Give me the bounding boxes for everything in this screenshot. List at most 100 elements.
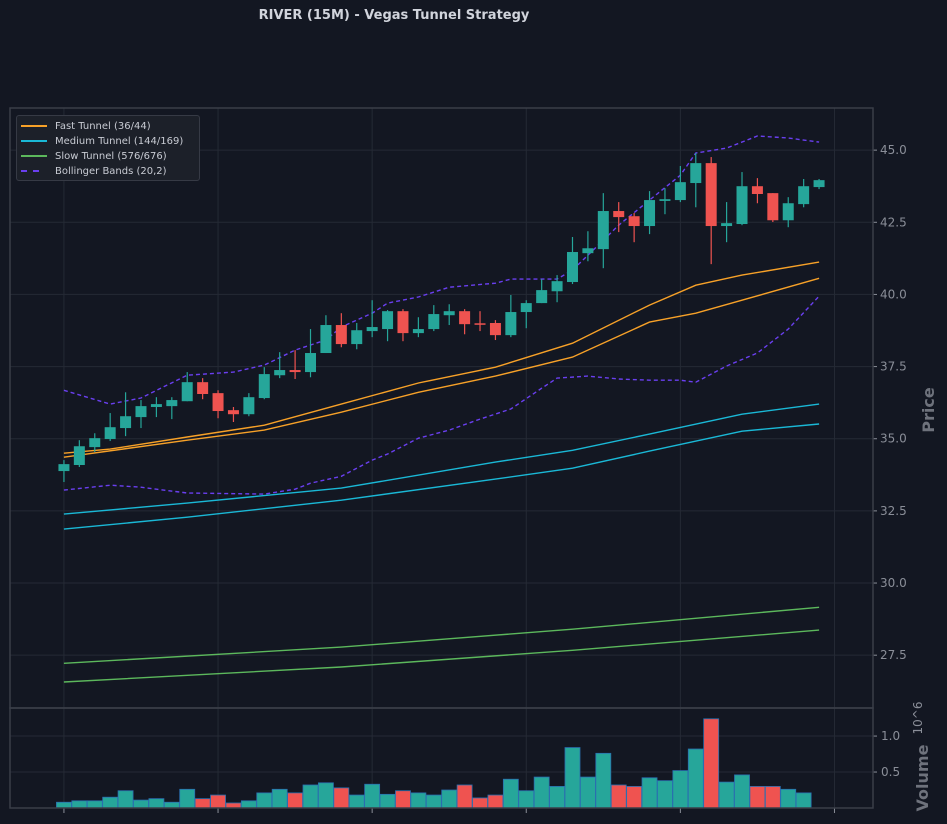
candle-body-up: [690, 163, 702, 184]
candle-body-up: [274, 370, 286, 376]
volume-bar: [163, 801, 180, 809]
volume-bar: [795, 792, 812, 809]
candle-body-up: [659, 199, 671, 201]
y-tick-label: 35.0: [880, 432, 907, 446]
y-tick-label: 32.5: [880, 504, 907, 518]
volume-bar: [734, 774, 750, 809]
candle-body-down: [767, 193, 779, 221]
candle-body-up: [566, 252, 578, 283]
volume-bar: [117, 790, 134, 809]
candle-body-up: [721, 223, 733, 227]
legend-swatch-slow: [21, 155, 47, 157]
volume-bar: [333, 787, 350, 809]
slow-lower-line: [63, 629, 820, 683]
candle-body-down: [227, 410, 239, 415]
candle-body-down: [212, 393, 224, 412]
candle-body-up: [305, 353, 317, 373]
volume-tick-label: 1.0: [881, 729, 900, 743]
volume-bar: [610, 784, 627, 809]
volume-bar: [718, 781, 735, 809]
volume-bar: [533, 776, 550, 809]
legend: Fast Tunnel (36/44) Medium Tunnel (144/1…: [16, 115, 200, 181]
volume-bar: [56, 801, 72, 809]
volume-axis-label: Volume: [913, 744, 932, 811]
volume-bar: [687, 748, 704, 809]
candle-body-up: [73, 446, 85, 465]
volume-bar: [179, 788, 196, 809]
candle-body-up: [536, 290, 548, 304]
candle-body-up: [428, 314, 440, 330]
volume-bar: [194, 798, 211, 809]
candle-body-up: [674, 182, 686, 201]
candle-body-up: [120, 416, 132, 429]
candle-body-up: [813, 180, 825, 188]
candle-body-down: [474, 323, 486, 325]
volume-bar: [549, 786, 565, 809]
legend-swatch-medium: [21, 140, 47, 142]
volume-bar: [564, 747, 581, 809]
candle-body-down: [397, 311, 409, 334]
volume-bar: [379, 793, 396, 809]
volume-bar: [86, 800, 103, 809]
candle-body-up: [382, 311, 394, 330]
candle-body-up: [351, 330, 363, 345]
bb-lower-line: [63, 295, 820, 495]
fast-upper-line: [63, 261, 820, 454]
candle-body-down: [459, 311, 471, 325]
candle-body-down: [197, 382, 209, 395]
volume-bar: [271, 788, 288, 809]
volume-bar: [302, 784, 319, 809]
volume-bar: [456, 784, 473, 809]
candle-body-up: [320, 325, 332, 354]
y-tick-label: 37.5: [880, 360, 907, 374]
volume-bar: [318, 782, 334, 809]
volume-bar: [425, 794, 442, 809]
candle-body-down: [489, 323, 501, 336]
legend-label: Medium Tunnel (144/169): [55, 135, 184, 147]
candle-body-up: [443, 311, 455, 316]
chart-title: RIVER (15M) - Vegas Tunnel Strategy: [258, 8, 530, 23]
bb-upper-line: [63, 135, 820, 405]
candle-body-up: [58, 464, 70, 472]
candle-body-up: [258, 374, 270, 399]
volume-bar: [348, 794, 365, 809]
candle-body-up: [551, 281, 563, 292]
candle-body-up: [243, 397, 255, 415]
volume-bar: [641, 777, 658, 809]
y-tick-label: 45.0: [880, 143, 907, 157]
volume-bar: [441, 789, 458, 809]
candle-body-down: [335, 325, 347, 345]
candle-body-up: [520, 303, 532, 313]
candle-body-up: [798, 186, 810, 205]
volume-bar: [148, 798, 165, 809]
candle-body-up: [736, 186, 748, 225]
legend-swatch-bollinger: [21, 170, 39, 172]
medium-upper-line: [63, 403, 820, 515]
volume-bar: [764, 786, 781, 809]
volume-bar: [502, 778, 519, 809]
candle-body-up: [597, 211, 609, 250]
y-tick-label: 30.0: [880, 576, 907, 590]
y-axis-label: Price: [919, 387, 938, 433]
volume-bar: [580, 776, 596, 809]
fast-lower-line: [63, 277, 820, 458]
candle-body-up: [166, 400, 178, 407]
volume-scale-label: 10^6: [911, 702, 925, 735]
candle-body-up: [150, 404, 162, 407]
volume-bar: [133, 799, 149, 809]
candle-body-down: [613, 211, 625, 218]
volume-bar: [364, 783, 381, 809]
legend-label: Slow Tunnel (576/676): [55, 150, 167, 162]
volume-panel-frame: [9, 707, 874, 809]
volume-tick-label: 0.5: [881, 765, 900, 779]
candle-body-down: [751, 186, 763, 195]
slow-upper-line: [63, 606, 820, 664]
candle-body-up: [782, 203, 794, 221]
candle-body-up: [135, 406, 147, 418]
volume-bar: [518, 790, 535, 809]
medium-lower-line: [63, 423, 820, 530]
volume-bar: [595, 752, 612, 809]
candle-body-up: [104, 427, 116, 440]
volume-bar: [71, 800, 88, 809]
